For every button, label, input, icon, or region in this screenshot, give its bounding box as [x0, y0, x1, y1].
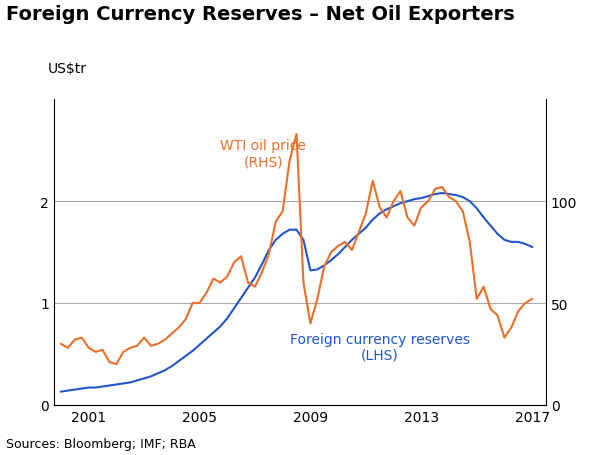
Text: US$tr: US$tr — [48, 61, 87, 76]
Text: Sources: Bloomberg; IMF; RBA: Sources: Bloomberg; IMF; RBA — [6, 437, 196, 450]
Text: WTI oil price
(RHS): WTI oil price (RHS) — [220, 139, 306, 169]
Text: Foreign currency reserves
(LHS): Foreign currency reserves (LHS) — [290, 332, 470, 362]
Text: Foreign Currency Reserves – Net Oil Exporters: Foreign Currency Reserves – Net Oil Expo… — [6, 5, 515, 24]
